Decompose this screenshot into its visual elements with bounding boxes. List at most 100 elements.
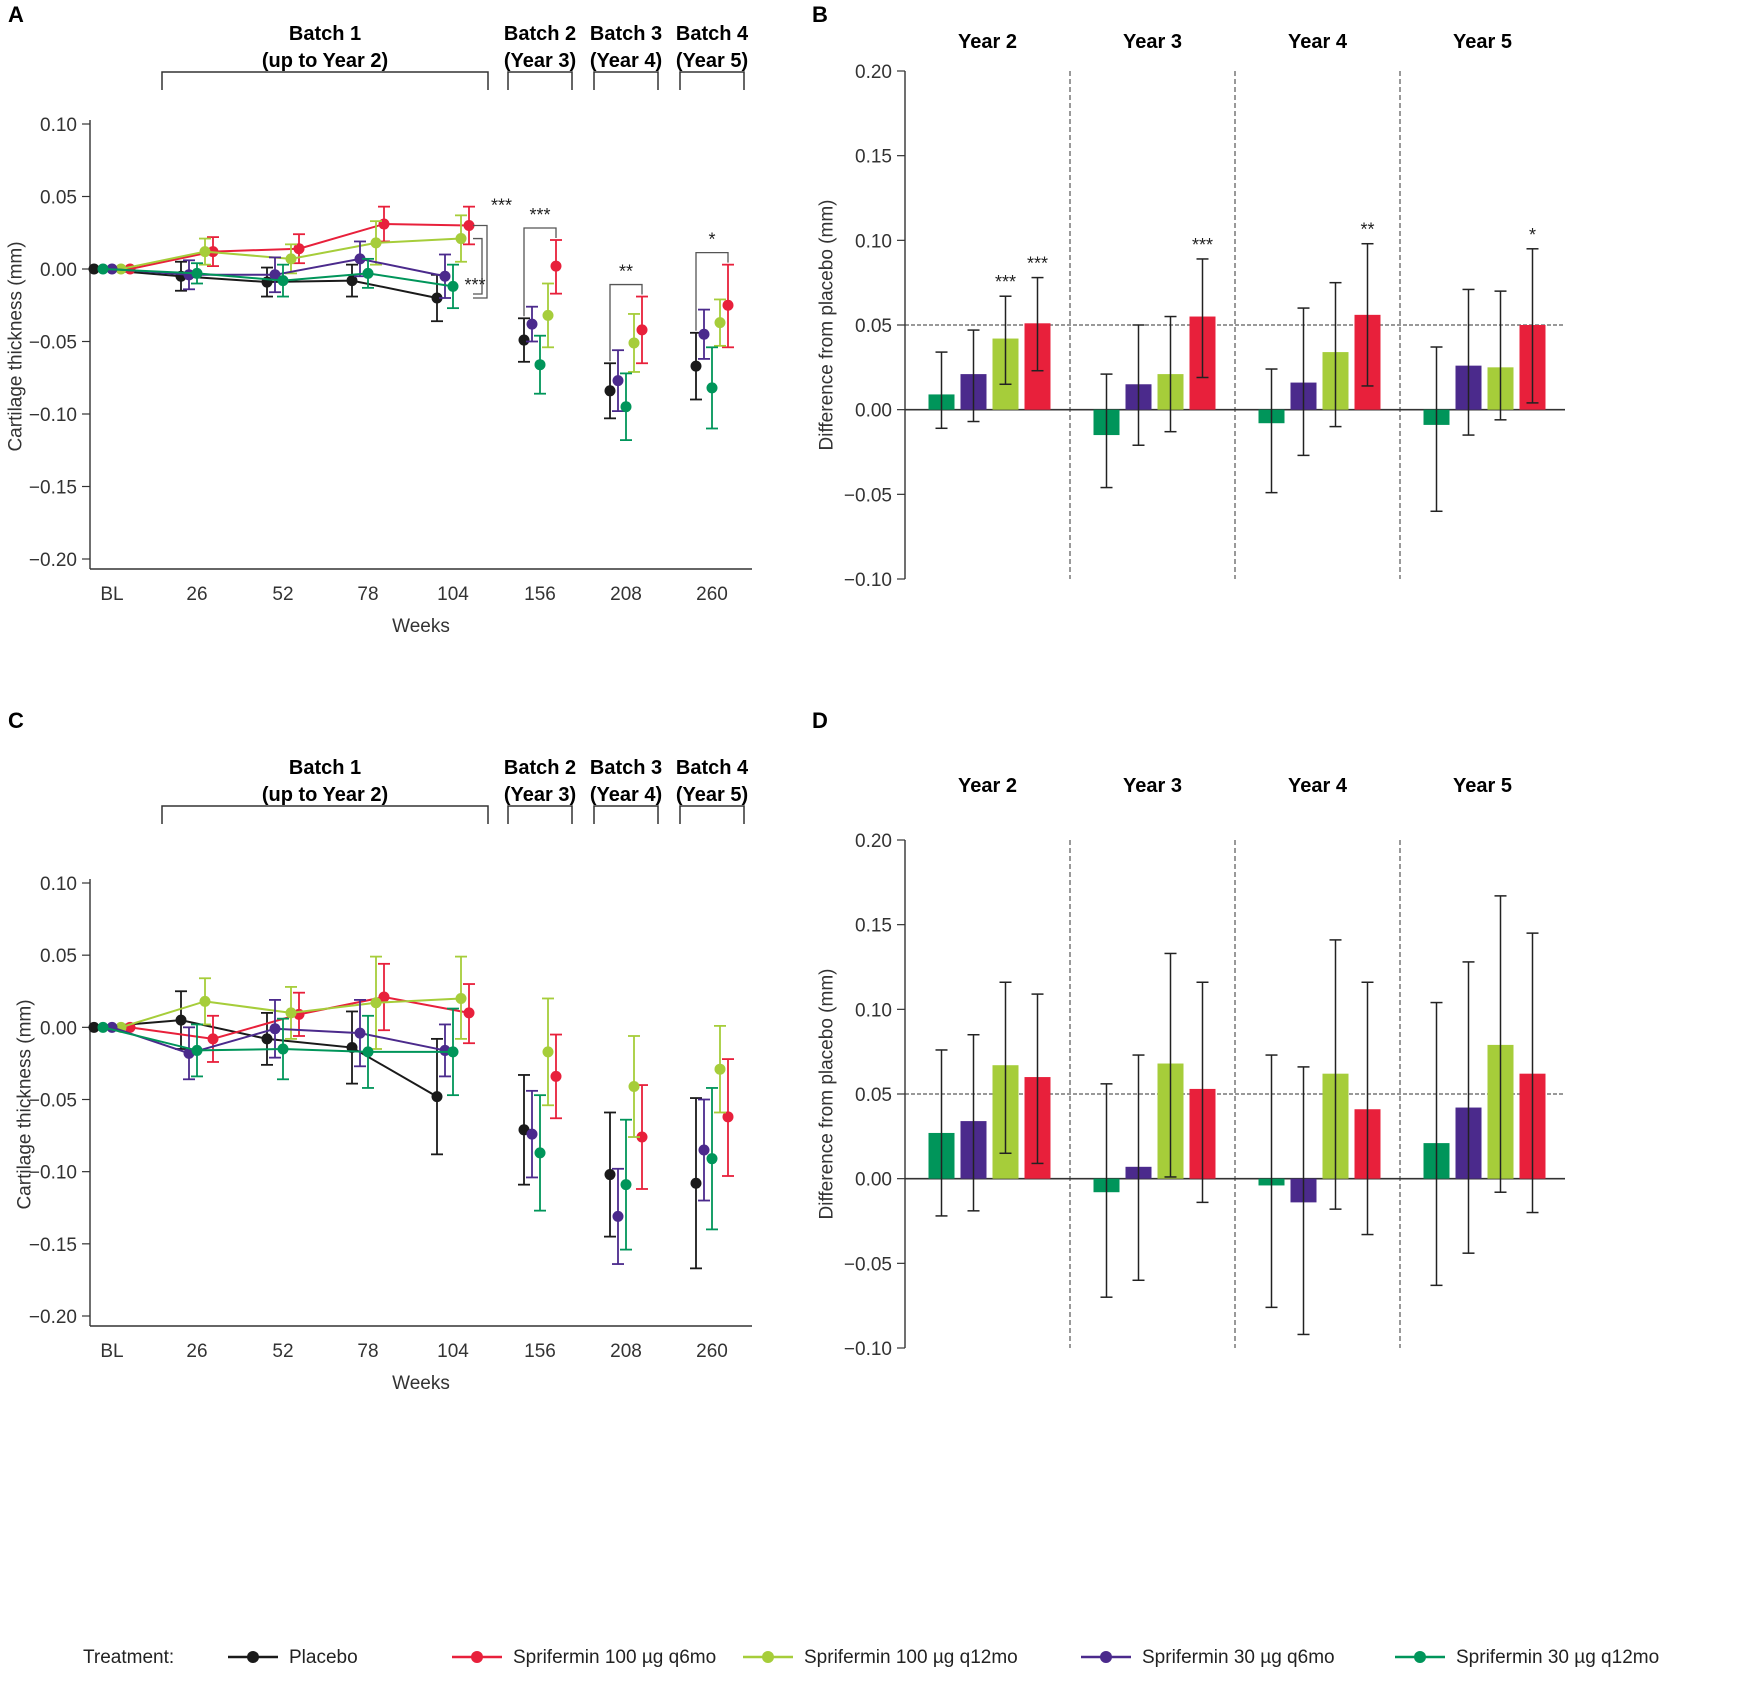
data-point xyxy=(447,1046,459,1058)
data-point xyxy=(534,359,546,371)
data-point xyxy=(526,1128,538,1140)
data-point xyxy=(346,275,358,287)
batch-sublabel: (Year 3) xyxy=(504,50,576,72)
batch-bracket xyxy=(593,805,659,824)
data-point xyxy=(706,382,718,394)
batch-bracket xyxy=(593,71,659,90)
data-point xyxy=(362,1046,374,1058)
batch-bracket xyxy=(507,71,573,90)
data-point xyxy=(199,995,211,1007)
y-tick-label: −0.20 xyxy=(29,1307,77,1328)
sig-label: *** xyxy=(491,196,512,216)
y-tick-label: 0.00 xyxy=(40,1018,77,1039)
year-label: Year 5 xyxy=(1453,775,1512,797)
data-point xyxy=(378,991,390,1003)
x-axis-label: Weeks xyxy=(392,616,450,637)
data-point xyxy=(455,233,467,245)
y-tick-label: −0.10 xyxy=(844,570,892,591)
x-tick-label: 156 xyxy=(524,1341,556,1362)
batch-label: Batch 3 xyxy=(590,757,662,779)
data-point xyxy=(463,220,475,231)
data-point xyxy=(354,1027,366,1039)
x-tick-label: 26 xyxy=(186,584,207,605)
y-tick-label: 0.10 xyxy=(40,115,77,136)
y-tick-label: 0.05 xyxy=(855,316,892,337)
year-label: Year 3 xyxy=(1123,775,1182,797)
x-tick-label: 208 xyxy=(610,1341,642,1362)
year-label: Year 3 xyxy=(1123,31,1182,53)
legend-item-label: Placebo xyxy=(289,1647,358,1668)
x-tick-label: BL xyxy=(100,584,123,605)
x-axis-label: Weeks xyxy=(392,1373,450,1394)
batch-label: Batch 2 xyxy=(504,757,576,779)
data-point xyxy=(604,385,616,397)
batch-label: Batch 4 xyxy=(676,757,749,779)
y-tick-label: 0.00 xyxy=(855,401,892,422)
x-tick-label: 52 xyxy=(272,584,293,605)
batch-label: Batch 1 xyxy=(289,757,361,779)
data-point xyxy=(534,1147,546,1159)
data-point xyxy=(714,317,726,329)
data-point xyxy=(620,1179,632,1191)
y-tick-label: 0.05 xyxy=(855,1085,892,1106)
y-tick-label: 0.15 xyxy=(855,147,892,168)
data-point xyxy=(293,243,305,255)
data-point xyxy=(175,1014,187,1026)
sig-bracket xyxy=(473,224,488,299)
data-point xyxy=(628,1081,640,1093)
legend-marker xyxy=(471,1651,483,1663)
y-tick-label: 0.05 xyxy=(40,946,77,967)
y-tick-label: 0.05 xyxy=(40,188,77,209)
y-tick-label: −0.10 xyxy=(844,1339,892,1360)
legend-marker xyxy=(1100,1651,1112,1663)
x-tick-label: BL xyxy=(100,1341,123,1362)
sig-label: * xyxy=(708,230,715,250)
data-point xyxy=(612,375,624,387)
data-point xyxy=(636,1131,648,1143)
batch-sublabel: (Year 5) xyxy=(676,784,748,806)
data-point xyxy=(191,1044,203,1056)
sig-label: ** xyxy=(619,262,633,282)
data-point xyxy=(191,267,203,279)
data-point xyxy=(269,269,281,281)
sig-bracket xyxy=(523,227,557,317)
batch-sublabel: (Year 3) xyxy=(504,784,576,806)
y-tick-label: 0.20 xyxy=(855,62,892,83)
batch-sublabel: (up to Year 2) xyxy=(262,50,388,72)
data-point xyxy=(612,1210,624,1222)
data-point xyxy=(362,267,374,279)
sig-bracket xyxy=(473,237,483,295)
data-point xyxy=(550,260,562,272)
legend-marker xyxy=(762,1651,774,1663)
data-point xyxy=(285,1007,297,1019)
data-point xyxy=(370,237,382,249)
y-tick-label: −0.10 xyxy=(29,405,77,426)
x-tick-label: 104 xyxy=(437,1341,469,1362)
data-point xyxy=(269,1023,281,1035)
data-point xyxy=(88,263,100,275)
y-axis-label: Cartilage thickness (mm) xyxy=(6,241,27,451)
data-point xyxy=(285,253,297,265)
data-point xyxy=(690,360,702,372)
year-label: Year 4 xyxy=(1288,31,1348,53)
x-tick-label: 156 xyxy=(524,584,556,605)
y-tick-label: 0.10 xyxy=(855,231,892,252)
sig-label: *** xyxy=(464,275,485,295)
batch-bracket xyxy=(507,805,573,824)
data-point xyxy=(542,309,554,321)
x-tick-label: 26 xyxy=(186,1341,207,1362)
data-point xyxy=(277,1043,289,1055)
sig-label: *** xyxy=(1027,254,1048,274)
legend-item-label: Sprifermin 30 µg q12mo xyxy=(1456,1647,1659,1668)
data-point xyxy=(97,1021,109,1033)
y-tick-label: −0.15 xyxy=(29,478,77,499)
x-tick-label: 78 xyxy=(357,584,378,605)
y-tick-label: −0.20 xyxy=(29,550,77,571)
data-point xyxy=(455,992,467,1004)
legend-marker xyxy=(1414,1651,1426,1663)
y-tick-label: −0.05 xyxy=(844,485,892,506)
data-point xyxy=(378,218,390,230)
batch-sublabel: (Year 5) xyxy=(676,50,748,72)
data-point xyxy=(431,292,443,304)
